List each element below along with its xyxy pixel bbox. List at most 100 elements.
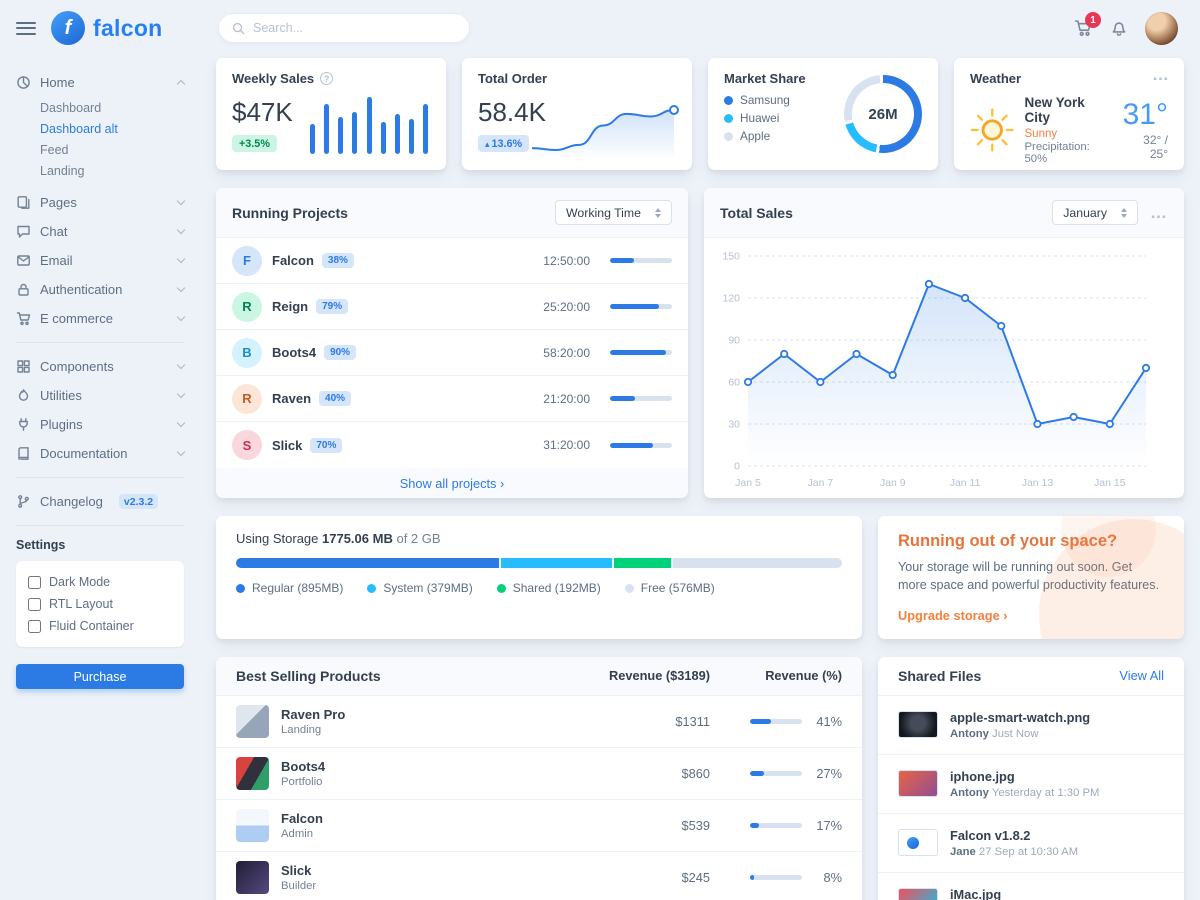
- legend-label: Samsung: [740, 93, 790, 107]
- working-time-select[interactable]: Working Time: [555, 200, 672, 225]
- project-name[interactable]: Boots4: [272, 345, 317, 360]
- total-order-value: 58.4K: [478, 97, 546, 127]
- sidebar-item-chat[interactable]: Chat: [16, 217, 186, 246]
- sidebar-item-documentation[interactable]: Documentation: [16, 439, 186, 468]
- month-select[interactable]: January: [1052, 200, 1138, 225]
- dark-mode-checkbox[interactable]: [28, 575, 41, 589]
- file-name[interactable]: iphone.jpg: [950, 768, 1015, 784]
- project-progress-bar: [610, 350, 672, 355]
- book-icon: [16, 446, 31, 461]
- search-input[interactable]: [253, 21, 456, 35]
- space-offer-card: Running out of your space? Your storage …: [878, 516, 1184, 639]
- file-name[interactable]: apple-smart-watch.png: [950, 709, 1091, 725]
- svg-text:0: 0: [734, 461, 740, 473]
- divider: [16, 342, 184, 343]
- total-order-badge: ▴ 13.6%: [478, 135, 530, 152]
- total-order-chart: [531, 105, 679, 160]
- weather-more-button[interactable]: …: [1152, 65, 1170, 84]
- nav-label-components: Components: [40, 359, 114, 374]
- project-progress-bar: [610, 258, 672, 263]
- chevron-right-icon: ›: [500, 475, 505, 491]
- progress-fill: [750, 718, 772, 724]
- sidebar-item-authentication[interactable]: Authentication: [16, 275, 186, 304]
- nav-label-utilities: Utilities: [40, 388, 82, 403]
- file-author-link[interactable]: Antony: [950, 786, 989, 799]
- fluid-container-toggle[interactable]: Fluid Container: [28, 616, 172, 636]
- legend-dot: [236, 583, 245, 593]
- weather-condition: Sunny: [1024, 128, 1058, 140]
- show-all-projects-link[interactable]: Show all projects ›: [400, 476, 505, 491]
- purchase-button[interactable]: Purchase: [16, 664, 184, 689]
- file-time: Just Now: [992, 727, 1039, 740]
- storage-usage-bar: [236, 558, 842, 568]
- chevron-down-icon: [176, 225, 186, 235]
- project-name[interactable]: Reign: [272, 299, 309, 314]
- file-name[interactable]: Falcon v1.8.2: [950, 827, 1031, 843]
- sidebar-item-changelog[interactable]: Changelog v2.3.2: [16, 487, 184, 516]
- svg-text:30: 30: [728, 419, 740, 431]
- brand-logo[interactable]: f falcon: [51, 11, 211, 45]
- sort-carets-icon: [655, 207, 661, 218]
- total-sales-chart: 0 30 60 90 120 150 Jan 5 Jan 7 Jan 9 Jan 11 Jan 13…: [722, 251, 1151, 489]
- search-box[interactable]: [218, 13, 470, 43]
- project-row: S Slick 70% 31:20:00: [216, 422, 688, 468]
- project-name[interactable]: Raven: [272, 391, 312, 406]
- total-sales-card: Total Sales January …: [704, 188, 1184, 498]
- weekly-sales-chart: [310, 97, 428, 154]
- upgrade-storage-link[interactable]: Upgrade storage ›: [898, 608, 1008, 623]
- chevron-down-icon: [176, 418, 186, 428]
- project-time: 31:20:00: [543, 438, 590, 452]
- sidebar-item-landing[interactable]: Landing: [40, 164, 85, 178]
- sidebar-item-utilities[interactable]: Utilities: [16, 381, 186, 410]
- product-name[interactable]: Boots4: [281, 758, 326, 774]
- product-name[interactable]: Falcon: [281, 810, 323, 826]
- sidebar-item-dashboard-alt[interactable]: Dashboard alt: [40, 122, 118, 136]
- project-name[interactable]: Slick: [272, 437, 303, 453]
- project-name[interactable]: Falcon: [272, 253, 314, 268]
- file-author-link[interactable]: Jane: [950, 845, 976, 858]
- total-order-title: Total Order: [478, 71, 548, 86]
- sidebar-item-dashboard[interactable]: Dashboard: [40, 101, 102, 115]
- sidebar-item-email[interactable]: Email: [16, 246, 186, 275]
- sidebar-item-components[interactable]: Components: [16, 352, 186, 381]
- legend-dot: [724, 131, 733, 141]
- total-sales-more-button[interactable]: …: [1150, 202, 1168, 222]
- sidebar-item-feed[interactable]: Feed: [40, 143, 69, 157]
- weather-city: New York City: [1024, 95, 1085, 125]
- product-revenue: $539: [681, 817, 710, 833]
- file-thumbnail: [898, 711, 938, 738]
- dark-mode-toggle[interactable]: Dark Mode: [28, 572, 172, 592]
- fluid-container-checkbox[interactable]: [28, 619, 41, 633]
- legend-item: Apple: [724, 129, 922, 143]
- nav-label-pages: Pages: [40, 195, 77, 210]
- product-name[interactable]: Slick: [281, 862, 312, 878]
- rtl-layout-toggle[interactable]: RTL Layout: [28, 594, 172, 614]
- cart-button[interactable]: 1: [1074, 12, 1101, 37]
- list-item: Falcon v1.8.2 Jane 27 Sep at 10:30 AM: [878, 814, 1184, 873]
- user-avatar[interactable]: [1145, 11, 1178, 45]
- sidebar-item-pages[interactable]: Pages: [16, 188, 186, 217]
- settings-panel: Dark Mode RTL Layout Fluid Container: [16, 561, 184, 647]
- nav-group-home[interactable]: Home: [16, 68, 186, 97]
- sidebar-item-plugins[interactable]: Plugins: [16, 410, 186, 439]
- view-all-link[interactable]: View All: [1119, 668, 1164, 683]
- legend-item: Samsung: [724, 93, 922, 107]
- product-name[interactable]: Raven Pro: [281, 706, 346, 722]
- total-order-badge-value: 13.6%: [491, 137, 523, 150]
- info-icon[interactable]: ?: [320, 72, 334, 85]
- sidebar-item-ecommerce[interactable]: E commerce: [16, 304, 186, 333]
- shared-files-title: Shared Files: [898, 667, 982, 684]
- progress-fill: [610, 396, 635, 401]
- chevron-down-icon: [176, 389, 186, 399]
- file-name[interactable]: iMac.jpg: [950, 886, 1002, 900]
- rtl-layout-checkbox[interactable]: [28, 597, 41, 611]
- email-icon: [16, 253, 31, 268]
- product-revenue: $1311: [675, 713, 710, 729]
- file-thumbnail: [898, 888, 938, 900]
- notifications-button[interactable]: [1110, 19, 1128, 37]
- file-author-link[interactable]: Antony: [950, 727, 989, 740]
- menu-toggle-button[interactable]: [16, 18, 36, 39]
- project-progress-bar: [610, 442, 672, 448]
- project-progress-badge: 70%: [310, 437, 343, 453]
- nav-label-home: Home: [40, 75, 75, 90]
